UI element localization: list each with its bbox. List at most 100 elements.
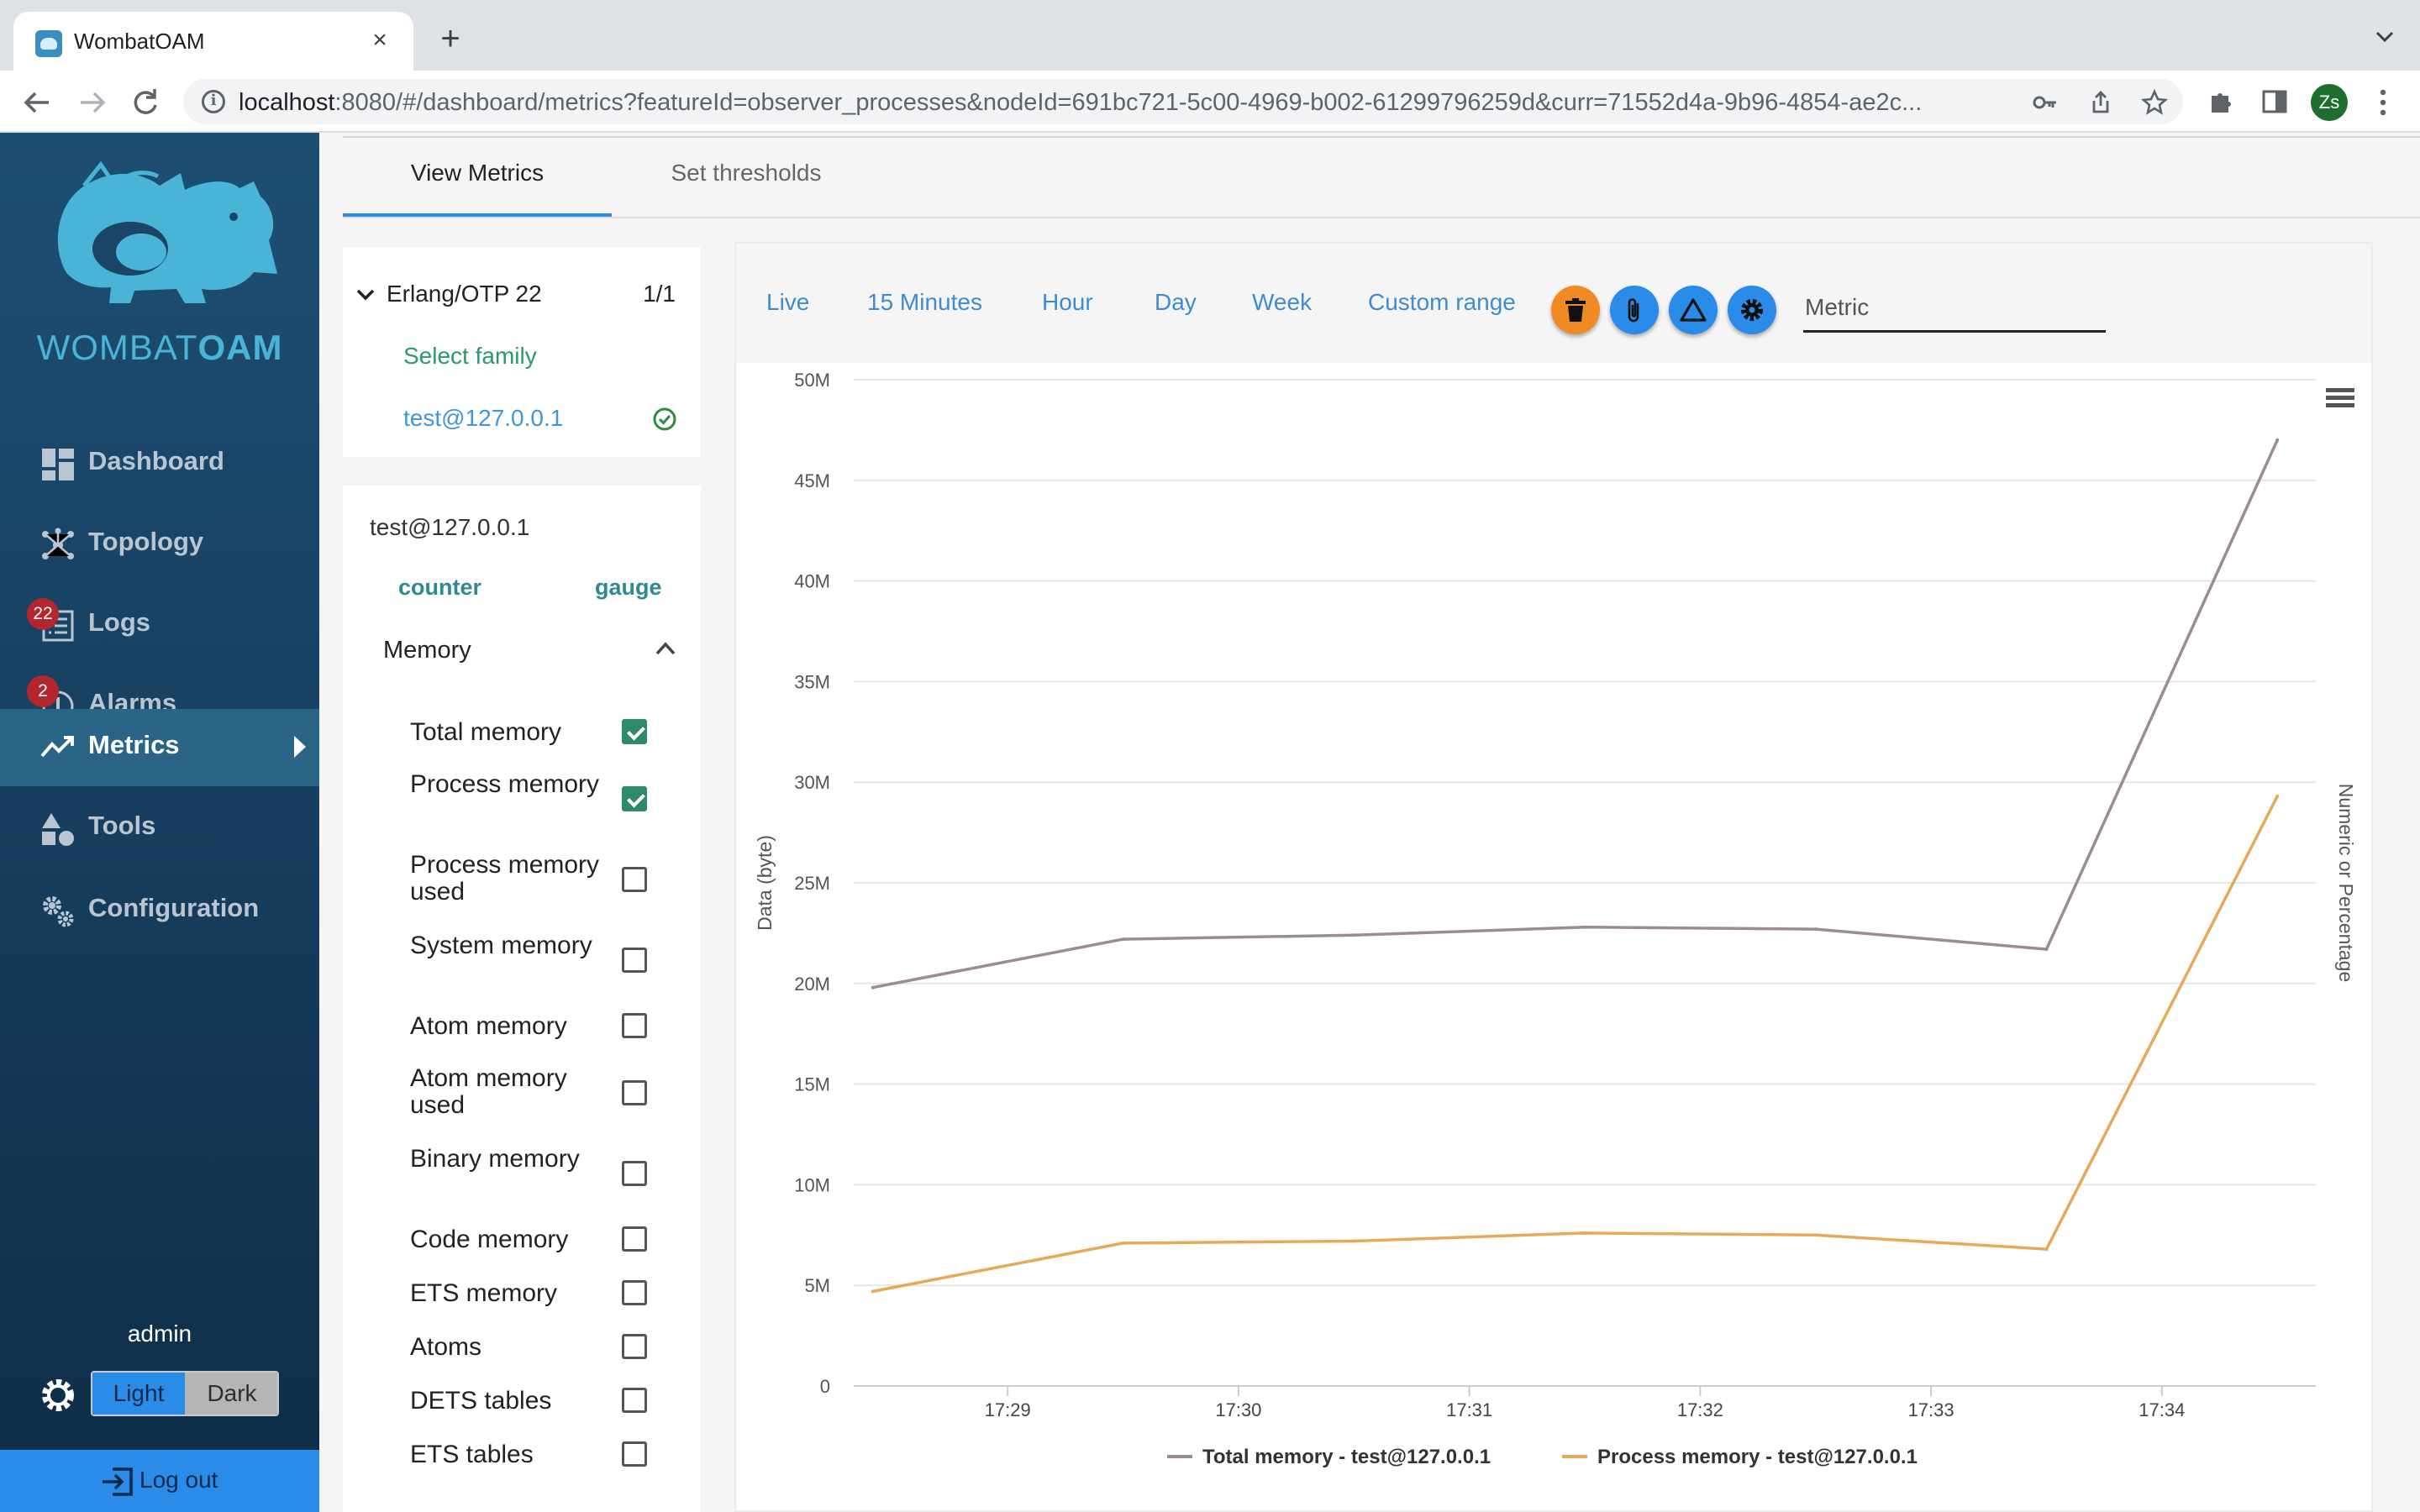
data-point [2275,794,2280,798]
light-theme-button[interactable]: Light [92,1373,185,1415]
wombat-logo-icon [57,160,277,303]
sidebar-item-dashboard[interactable]: Dashboard [0,425,319,502]
threshold-alert-button[interactable] [1669,286,1718,334]
metric-checkbox[interactable] [622,1388,647,1413]
chart-menu-icon[interactable] [2326,388,2354,407]
sidebar-item-configuration[interactable]: Configuration [0,872,319,949]
sidebar-item-tools[interactable]: Tools [0,790,319,867]
x-tick-label: 17:32 [1677,1399,1723,1420]
tab-set-thresholds[interactable]: Set thresholds [671,160,822,186]
metric-checkbox[interactable] [622,948,647,973]
range-hour-button[interactable]: Hour [1042,289,1093,315]
topology-icon [42,528,74,559]
address-bar[interactable]: localhost:8080/#/dashboard/metrics?featu… [183,79,2183,124]
metric-label: Process memory [410,770,600,798]
y-tick-label: 30M [794,772,830,793]
metric-search-input[interactable]: Metric [1803,282,2106,333]
metric-checkbox[interactable] [622,867,647,892]
reload-icon[interactable] [126,84,163,121]
metric-checkbox[interactable] [622,1280,647,1305]
sidebar-item-label: Configuration [88,893,260,922]
y-tick-label: 5M [804,1275,830,1296]
data-point [1583,1231,1586,1235]
attach-button[interactable] [1610,286,1659,334]
main-content: View Metrics Set thresholds Erlang/OTP 2… [319,133,2420,1512]
back-arrow-icon[interactable] [18,84,55,121]
data-point [1813,927,1818,932]
x-tick-label: 17:29 [985,1399,1031,1420]
memory-section-title[interactable]: Memory [383,637,471,664]
x-tick-label: 17:30 [1215,1399,1261,1420]
range-15-minutes-button[interactable]: 15 Minutes [867,289,982,315]
y-tick-label: 35M [794,671,830,692]
range-day-button[interactable]: Day [1155,289,1197,315]
key-icon[interactable] [2032,89,2059,116]
node-link[interactable]: test@127.0.0.1 [403,405,564,431]
metrics-icon [40,736,74,758]
metric-label: Code memory [410,1226,569,1253]
y-tick-label: 45M [794,470,830,491]
current-user: admin [127,1320,192,1347]
range-week-button[interactable]: Week [1252,289,1313,315]
select-family-link[interactable]: Select family [403,343,537,369]
y-tick-label: 25M [794,873,830,894]
metric-checkbox[interactable] [622,1080,647,1105]
x-tick-label: 17:31 [1446,1399,1492,1420]
data-point [1352,1239,1356,1243]
metric-checkbox[interactable] [622,786,647,811]
sidebar-item-metrics[interactable]: Metrics [0,709,319,786]
chevron-down-icon[interactable] [356,286,375,304]
metric-checkbox[interactable] [622,1013,647,1038]
metric-checkbox[interactable] [622,719,647,744]
tab-view-metrics[interactable]: View Metrics [343,133,612,217]
node-name: test@127.0.0.1 [370,514,530,540]
wombat-favicon-icon [35,30,62,57]
sidebar-item-label: Topology [88,527,204,556]
logs-count-badge: 22 [27,598,59,630]
profile-avatar[interactable]: Zs [2311,84,2348,121]
metric-label: Total memory [410,718,562,746]
new-tab-icon[interactable]: + [440,20,460,57]
chart-settings-button[interactable] [1728,286,1776,334]
bookmark-star-icon[interactable] [2141,89,2168,116]
sidebar-item-logs[interactable]: Logs 22 [0,586,319,664]
browser-menu-icon[interactable] [2375,87,2391,118]
range-custom-button[interactable]: Custom range [1368,289,1516,315]
side-panel-icon[interactable] [2260,87,2289,116]
close-tab-icon[interactable]: × [372,26,387,54]
logout-icon [103,1467,133,1496]
range-live-button[interactable]: Live [766,289,810,315]
metric-checkbox[interactable] [622,1226,647,1252]
dashboard-icon [42,449,74,480]
tab-counter[interactable]: counter [398,575,482,600]
metric-label: Atom memory used [410,1064,567,1119]
dark-theme-button[interactable]: Dark [185,1373,277,1415]
tab-list-chevron-icon[interactable] [2375,27,2395,47]
memory-line-chart: 0 5M 10M 15M 20M 25M 30M 35M 40M 45M 50M 17:29 17:30… [754,370,2357,1468]
legend-label: Total memory - test@127.0.0.1 [1202,1446,1491,1468]
metric-checkbox[interactable] [622,1441,647,1467]
family-name[interactable]: Erlang/OTP 22 [387,281,542,307]
tab-gauge[interactable]: gauge [595,575,662,600]
tabs-divider [343,217,2420,218]
y-tick-label: 15M [794,1074,830,1095]
active-caret-icon [294,736,306,758]
paperclip-icon [1628,298,1639,323]
family-node-count: 1/1 [643,281,676,307]
delete-chart-button[interactable] [1551,286,1600,334]
browser-tab[interactable]: WombatOAM × [13,12,413,71]
url-text: localhost:8080/#/dashboard/metrics?featu… [239,89,1923,116]
metric-checkbox[interactable] [622,1334,647,1359]
share-icon[interactable] [2087,89,2114,116]
forward-arrow-icon[interactable] [74,84,111,121]
sidebar-item-label: Metrics [88,730,180,759]
sidebar-item-topology[interactable]: Topology [0,506,319,583]
browser-toolbar: localhost:8080/#/dashboard/metrics?featu… [0,71,2420,133]
metric-label: ETS memory [410,1279,558,1307]
gear-icon[interactable] [37,1374,79,1416]
metric-checkbox[interactable] [622,1161,647,1186]
extensions-puzzle-icon[interactable] [2207,87,2235,116]
chevron-up-icon[interactable] [655,640,676,657]
logout-button[interactable]: Log out [0,1450,319,1512]
site-info-icon[interactable] [202,90,225,113]
